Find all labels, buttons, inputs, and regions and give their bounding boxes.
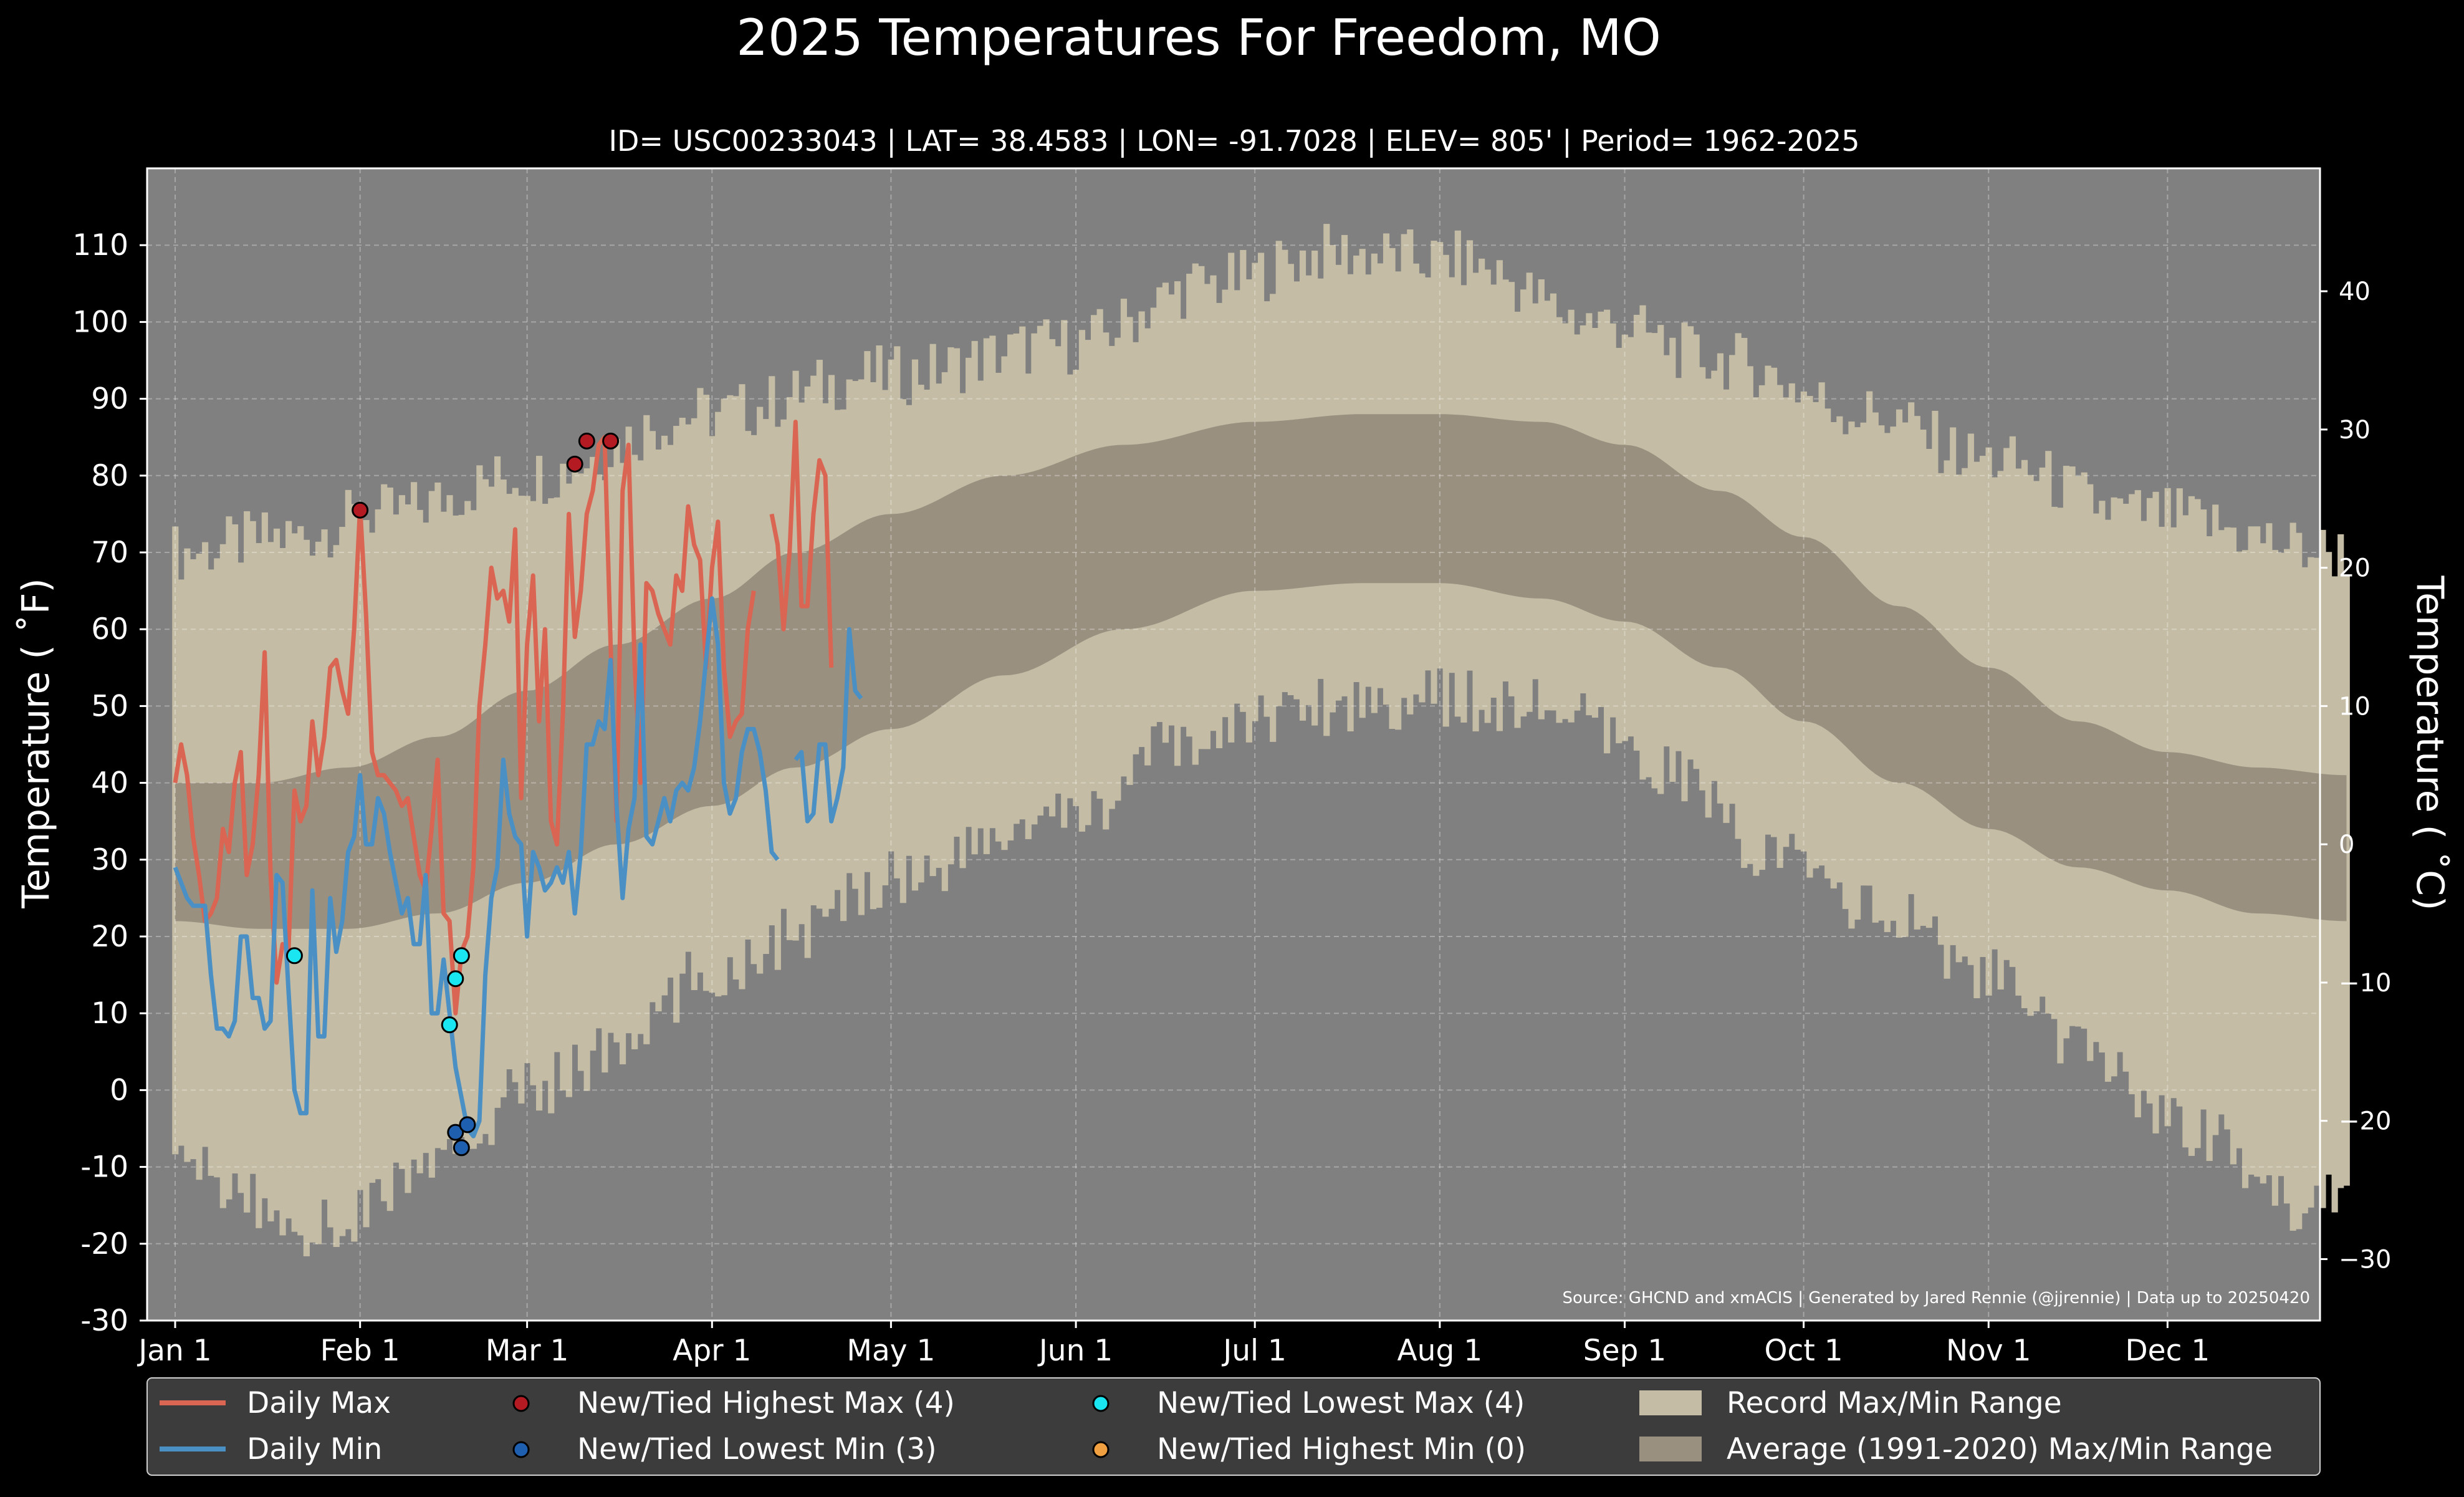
marker-highest-max <box>602 432 620 450</box>
marker-highest-max <box>578 432 595 450</box>
legend-label-highest-max: New/Tied Highest Max (4) <box>577 1386 955 1420</box>
y-tick-label-right: 10 <box>2339 692 2371 721</box>
y-tick-label-left: 70 <box>91 536 128 570</box>
x-tick-label: Nov 1 <box>1946 1334 2031 1368</box>
legend-label-highest-min: New/Tied Highest Min (0) <box>1157 1432 1526 1466</box>
y-tick-label-left: 30 <box>91 843 128 877</box>
x-tick-label: Jan 1 <box>137 1334 211 1368</box>
x-axis: Jan 1 Feb 1 Mar 1 Apr 1 May 1 Jun 1 Jul 1 Aug 1… <box>137 1321 2210 1368</box>
y-tick-label-left: 0 <box>110 1073 128 1107</box>
marker-lowest-min <box>453 1139 470 1157</box>
y-tick-label-right: 0 <box>2339 830 2354 859</box>
daily-max-line <box>173 420 834 1016</box>
y-tick-label-left: -20 <box>80 1227 128 1261</box>
y-tick-label-left: 20 <box>91 920 128 954</box>
y-tick-label-left: 10 <box>91 996 128 1031</box>
record-markers <box>285 432 620 1157</box>
x-tick-label: Jun 1 <box>1037 1334 1113 1368</box>
y-tick-label-left: -30 <box>80 1304 128 1338</box>
x-tick-label: May 1 <box>846 1334 935 1368</box>
x-tick-label: Feb 1 <box>320 1334 400 1368</box>
marker-highest-max <box>566 455 583 473</box>
marker-lowest-max <box>441 1016 458 1034</box>
marker-lowest-max <box>453 947 470 965</box>
y-tick-label-left: 80 <box>91 459 128 493</box>
x-tick-label: Oct 1 <box>1765 1334 1843 1368</box>
legend: Daily Max Daily Min New/Tied Highest Max… <box>146 1377 2321 1476</box>
normal-range-band <box>175 414 2347 929</box>
legend-marker-lowest-min <box>512 1441 530 1458</box>
x-tick-label: Sep 1 <box>1583 1334 1666 1368</box>
y-tick-label-left: 110 <box>72 228 128 262</box>
daily-min-line <box>173 596 863 1138</box>
y-axis-left: -30 -20 -10 0 10 20 30 40 50 60 70 80 90 100 110 <box>72 228 147 1338</box>
y-tick-label-left: 60 <box>91 612 128 647</box>
y-tick-label-left: 40 <box>91 766 128 801</box>
y-axis-left-label: Temperature ( ˚F) <box>14 578 58 909</box>
y-tick-label-right: 20 <box>2339 554 2371 583</box>
legend-marker-highest-max <box>512 1395 530 1412</box>
legend-swatch-normal-range <box>1639 1437 1702 1461</box>
y-tick-label-right: −10 <box>2339 969 2391 998</box>
legend-label-record-range: Record Max/Min Range <box>1727 1386 2062 1420</box>
chart-title: 2025 Temperatures For Freedom, MO <box>736 9 1661 67</box>
legend-label-daily-max: Daily Max <box>247 1386 391 1420</box>
marker-lowest-min <box>447 1124 464 1141</box>
y-tick-label-left: 50 <box>91 689 128 723</box>
marker-lowest-min <box>459 1116 476 1134</box>
x-tick-label: Dec 1 <box>2125 1334 2210 1368</box>
y-tick-label-right: 30 <box>2339 416 2371 445</box>
x-tick-label: Jul 1 <box>1221 1334 1287 1368</box>
y-tick-label-left: 90 <box>91 382 128 416</box>
x-tick-label: Mar 1 <box>486 1334 569 1368</box>
legend-marker-highest-min <box>1092 1441 1110 1458</box>
x-tick-label: Apr 1 <box>673 1334 751 1368</box>
y-tick-label-right: −30 <box>2339 1245 2391 1274</box>
plot-area: Source: GHCND and xmACIS | Generated by … <box>146 167 2350 1322</box>
legend-label-lowest-min: New/Tied Lowest Min (3) <box>577 1432 937 1466</box>
legend-label-daily-min: Daily Min <box>247 1432 382 1466</box>
legend-label-normal-range: Average (1991-2020) Max/Min Range <box>1727 1432 2273 1466</box>
y-tick-label-right: −20 <box>2339 1107 2391 1136</box>
y-axis-right-label: Temperature ( ˚C) <box>2408 575 2452 911</box>
x-tick-label: Aug 1 <box>1397 1334 1483 1368</box>
y-axis-right: −30 −20 −10 0 10 20 30 40 <box>2320 277 2391 1274</box>
legend-label-lowest-max: New/Tied Lowest Max (4) <box>1157 1386 1525 1420</box>
marker-highest-max <box>352 501 369 519</box>
source-note: Source: GHCND and xmACIS | Generated by … <box>1562 1289 2310 1307</box>
chart-subtitle: ID= USC00233043 | LAT= 38.4583 | LON= -9… <box>608 124 1859 158</box>
plot-frame <box>146 167 2321 1322</box>
legend-box <box>146 1377 2321 1476</box>
y-tick-label-left: -10 <box>80 1150 128 1185</box>
legend-swatch-record-range <box>1639 1390 1702 1415</box>
y-tick-label-left: 100 <box>72 305 128 339</box>
legend-marker-lowest-max <box>1092 1395 1110 1412</box>
marker-lowest-max <box>447 970 464 988</box>
marker-lowest-max <box>285 947 303 965</box>
record-range-bar <box>2343 575 2350 1186</box>
y-tick-label-right: 40 <box>2339 277 2371 306</box>
grid-lines <box>147 168 2320 1321</box>
